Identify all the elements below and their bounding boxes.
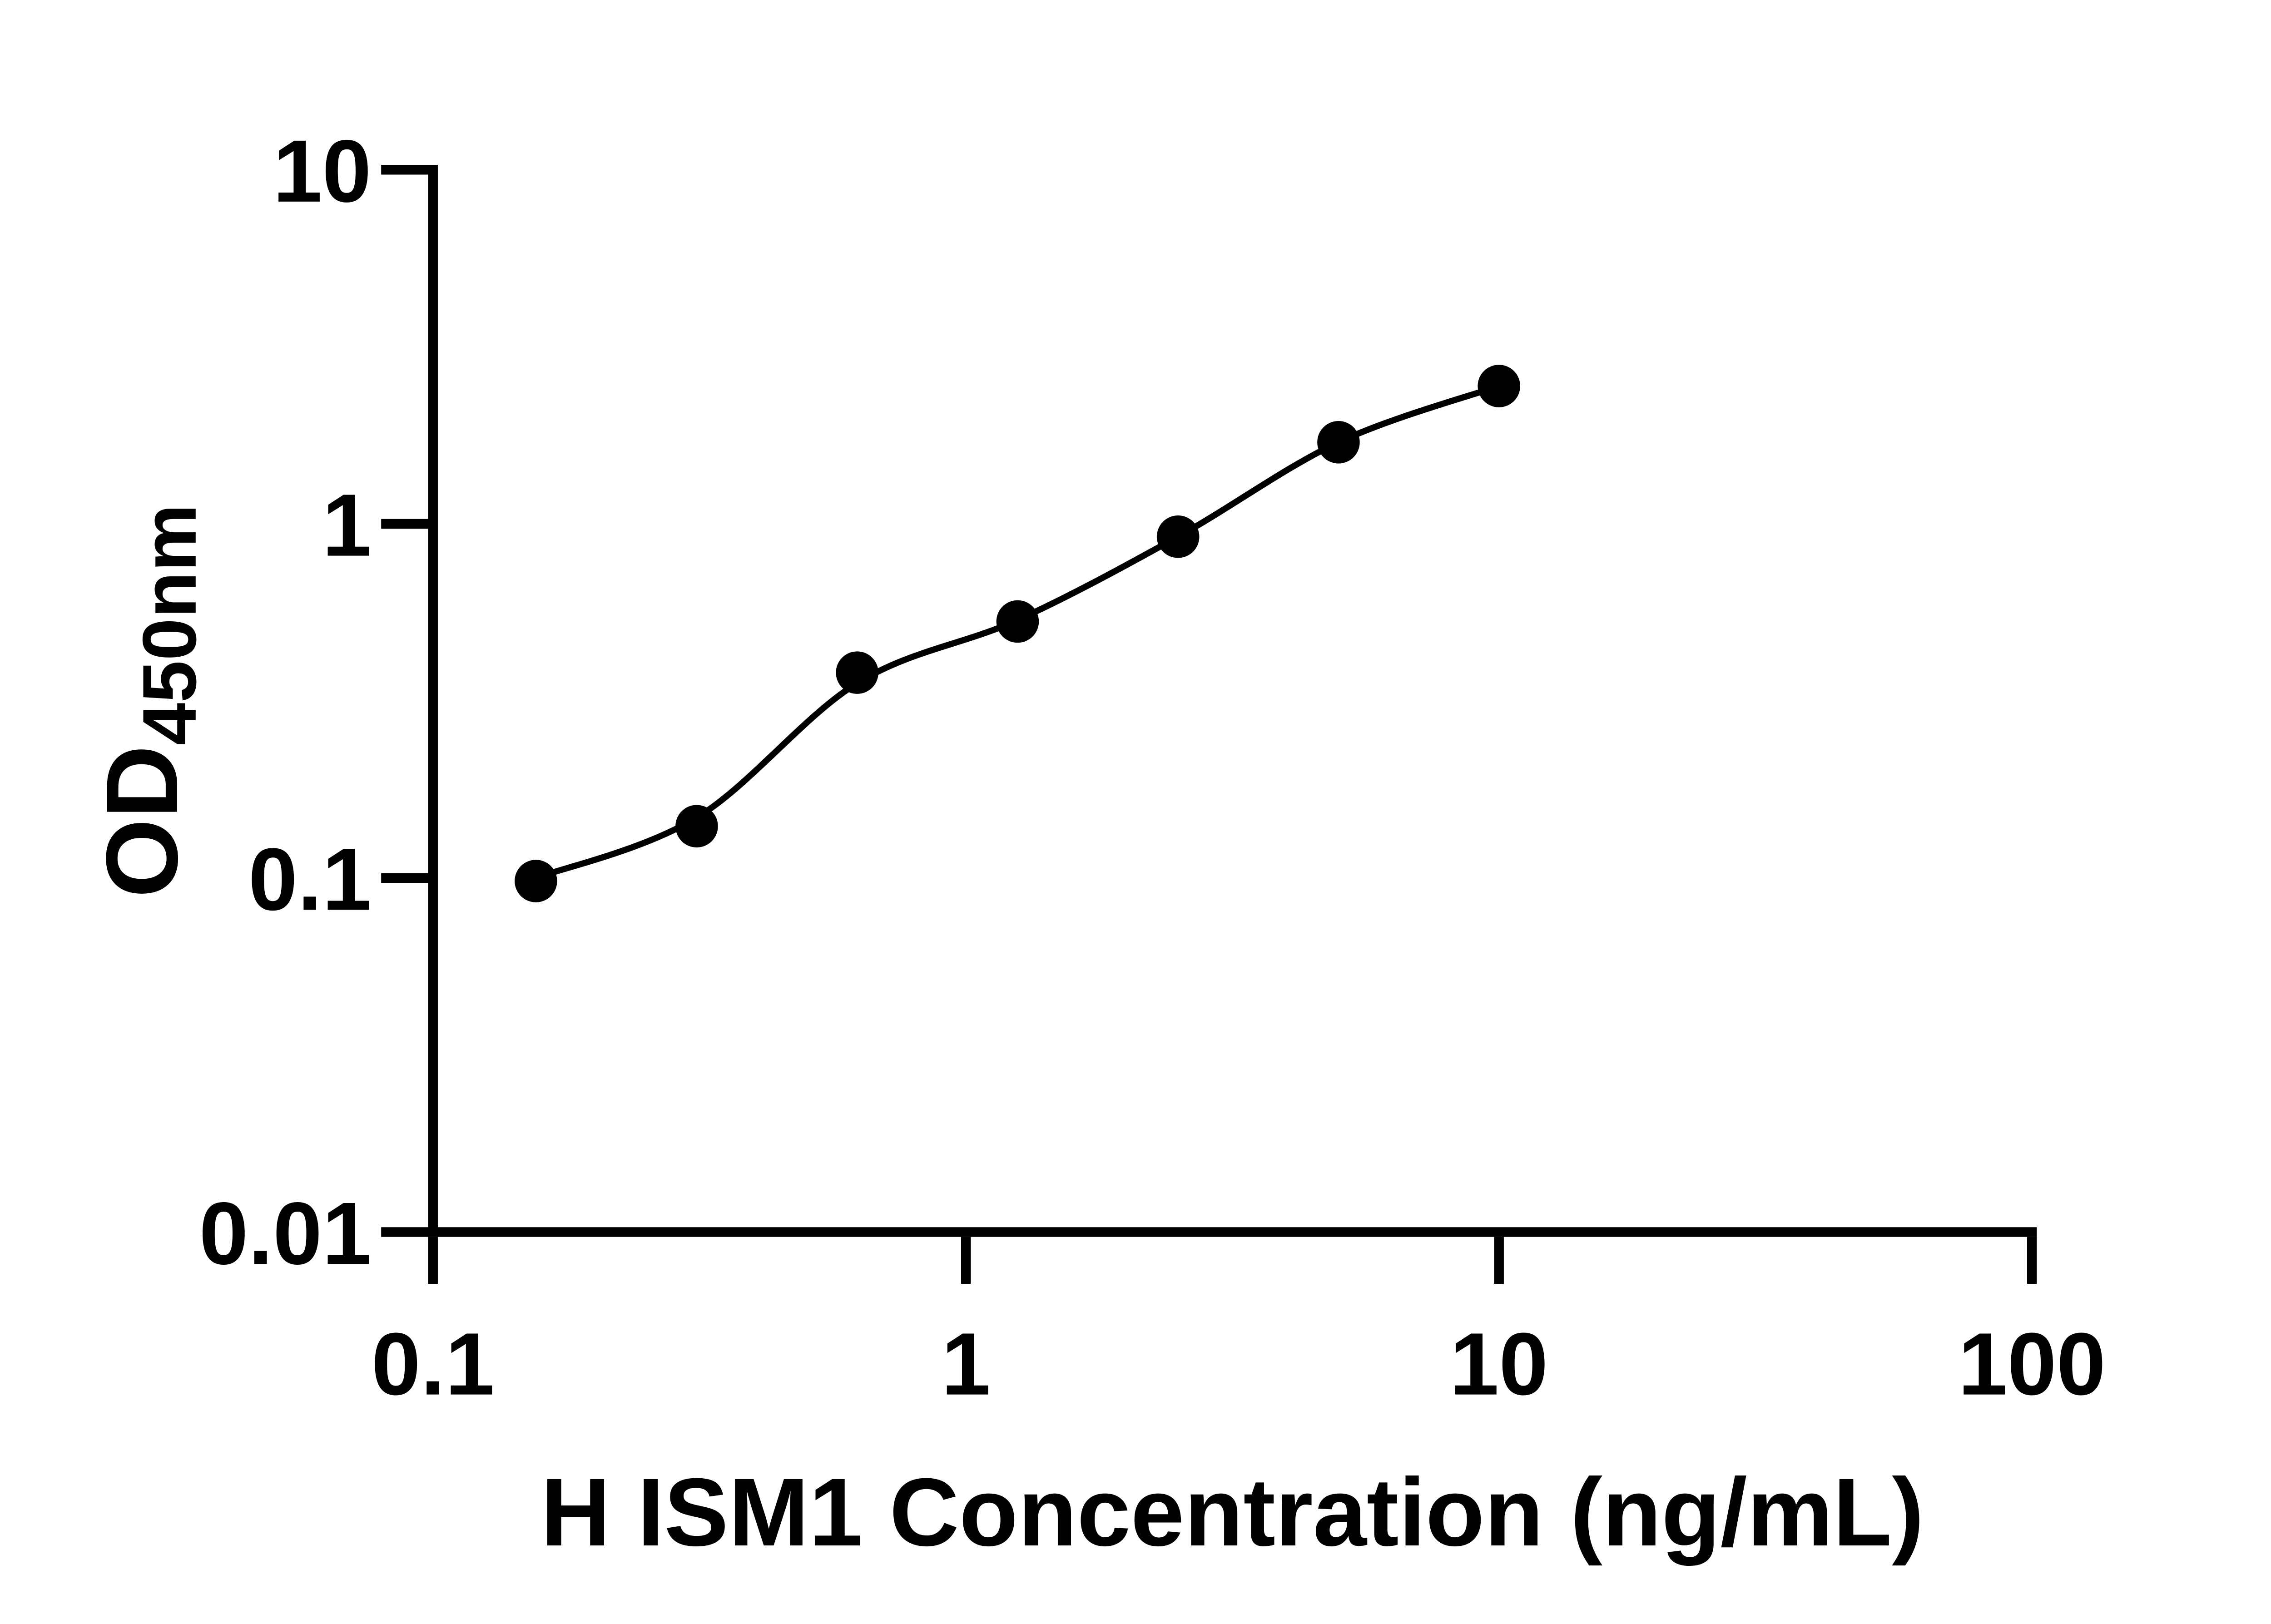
- y-axis-title: OD450nm: [85, 504, 212, 898]
- data-point: [996, 600, 1039, 643]
- tick-marks: [381, 165, 2037, 1284]
- y-tick-label: 10: [273, 122, 372, 221]
- data-point: [836, 651, 878, 694]
- x-tick-label: 100: [1958, 1315, 2106, 1414]
- y-axis-title-main: OD: [85, 745, 199, 898]
- y-tick-label: 0.01: [199, 1184, 371, 1283]
- data-point: [675, 805, 718, 848]
- chart-background: [0, 20, 2271, 1604]
- data-point: [515, 860, 557, 902]
- data-point: [1478, 365, 1520, 407]
- x-tick-label: 1: [941, 1315, 990, 1414]
- x-axis-title: H ISM1 Concentration (ng/mL): [541, 1459, 1924, 1566]
- y-tick-label: 1: [322, 476, 371, 575]
- y-tick-label: 0.1: [248, 830, 372, 929]
- axes: [428, 165, 2037, 1237]
- x-tick-label: 10: [1450, 1315, 1548, 1414]
- data-point: [1317, 421, 1360, 464]
- data-points: [515, 365, 1520, 902]
- data-point: [1156, 515, 1200, 558]
- y-axis-title-subscript: 450nm: [127, 504, 212, 745]
- x-tick-label: 0.1: [372, 1315, 495, 1414]
